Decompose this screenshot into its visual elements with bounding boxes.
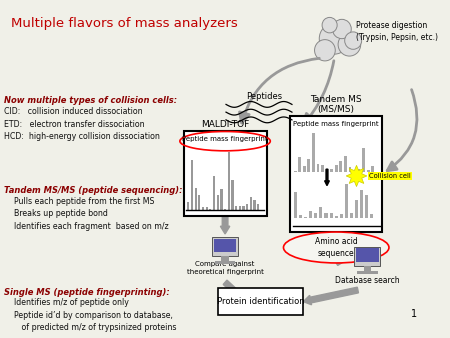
- Bar: [194, 188, 197, 210]
- Bar: [329, 213, 333, 218]
- Bar: [335, 216, 338, 218]
- Bar: [231, 180, 234, 210]
- Bar: [246, 204, 248, 210]
- Text: Pulls each peptide from the first MS
    Breaks up peptide bond
    Identifies e: Pulls each peptide from the first MS Bre…: [4, 197, 169, 231]
- Bar: [206, 207, 208, 210]
- FancyArrow shape: [335, 243, 367, 265]
- Bar: [212, 237, 238, 256]
- Bar: [364, 266, 371, 271]
- Bar: [215, 261, 235, 264]
- Bar: [321, 165, 324, 172]
- Text: Single MS (peptide fingerprinting):: Single MS (peptide fingerprinting):: [4, 288, 170, 296]
- Circle shape: [345, 32, 362, 49]
- FancyArrow shape: [322, 226, 332, 234]
- Bar: [367, 170, 369, 172]
- Bar: [312, 134, 315, 172]
- Bar: [219, 288, 303, 315]
- Bar: [238, 207, 241, 210]
- Circle shape: [333, 19, 351, 39]
- Text: Collision cell: Collision cell: [369, 173, 410, 179]
- Ellipse shape: [284, 232, 389, 263]
- Bar: [326, 171, 328, 172]
- Bar: [214, 239, 236, 252]
- Bar: [243, 207, 245, 210]
- Text: Amino acid
sequence: Amino acid sequence: [315, 237, 358, 258]
- Bar: [330, 169, 333, 172]
- Text: Now multiple types of collision cells:: Now multiple types of collision cells:: [4, 96, 177, 105]
- Bar: [202, 207, 204, 210]
- Bar: [235, 206, 237, 210]
- Bar: [294, 192, 297, 218]
- Bar: [317, 164, 319, 172]
- Bar: [335, 165, 338, 172]
- Bar: [209, 209, 211, 210]
- Bar: [216, 195, 219, 210]
- Circle shape: [322, 17, 337, 33]
- Bar: [324, 213, 328, 218]
- Bar: [345, 184, 348, 218]
- Bar: [371, 166, 374, 172]
- Text: MALDI-TOF: MALDI-TOF: [201, 120, 249, 128]
- Bar: [303, 166, 306, 172]
- FancyArrow shape: [220, 216, 230, 234]
- Bar: [354, 246, 381, 266]
- Bar: [360, 190, 363, 218]
- Circle shape: [315, 40, 335, 61]
- Circle shape: [319, 23, 349, 54]
- Bar: [198, 195, 200, 210]
- Bar: [187, 202, 189, 210]
- Bar: [184, 130, 266, 216]
- Bar: [221, 256, 229, 261]
- Text: Peptide mass fingerprint: Peptide mass fingerprint: [293, 121, 379, 127]
- Bar: [320, 207, 323, 218]
- Bar: [191, 160, 193, 210]
- Bar: [370, 214, 373, 218]
- Bar: [365, 195, 368, 218]
- Text: Identifies m/z of peptide only
    Peptide id’d by comparison to database,
     : Identifies m/z of peptide only Peptide i…: [4, 298, 177, 332]
- Bar: [220, 189, 222, 210]
- Polygon shape: [346, 165, 367, 187]
- Bar: [298, 157, 301, 172]
- FancyArrow shape: [223, 280, 244, 300]
- Bar: [299, 215, 302, 218]
- Bar: [356, 248, 378, 262]
- Text: Multiple flavors of mass analyzers: Multiple flavors of mass analyzers: [11, 17, 238, 30]
- Text: Tandem MS
(MS/MS): Tandem MS (MS/MS): [310, 95, 362, 114]
- Bar: [353, 171, 356, 172]
- Text: Peptides: Peptides: [246, 92, 282, 101]
- Circle shape: [338, 33, 361, 56]
- Bar: [307, 159, 310, 172]
- Bar: [294, 171, 297, 172]
- Text: 1: 1: [411, 309, 417, 319]
- Bar: [357, 271, 378, 273]
- Bar: [340, 214, 343, 218]
- Bar: [358, 169, 360, 172]
- Bar: [339, 161, 342, 172]
- Text: CID:   collision induced dissociation
ETD:   electron transfer dissociation
HCD:: CID: collision induced dissociation ETD:…: [4, 107, 160, 141]
- Text: Peptide mass fingerprint: Peptide mass fingerprint: [182, 136, 268, 142]
- Bar: [253, 200, 256, 210]
- Text: Protein identification: Protein identification: [217, 297, 305, 306]
- Bar: [349, 167, 351, 172]
- FancyArrow shape: [303, 287, 359, 305]
- FancyArrow shape: [324, 169, 329, 186]
- Bar: [290, 116, 382, 232]
- Bar: [350, 213, 353, 218]
- Bar: [344, 155, 346, 172]
- Bar: [257, 204, 259, 210]
- Bar: [355, 200, 358, 218]
- Text: Compare against
theoretical fingerprint: Compare against theoretical fingerprint: [187, 261, 264, 275]
- Text: Protease digestion
(Trypsin, Pepsin, etc.): Protease digestion (Trypsin, Pepsin, etc…: [356, 21, 438, 42]
- Text: Tandem MS/MS (peptide sequencing):: Tandem MS/MS (peptide sequencing):: [4, 186, 183, 195]
- Bar: [309, 212, 312, 218]
- Text: Database search: Database search: [335, 275, 400, 285]
- Bar: [314, 213, 317, 218]
- Bar: [250, 197, 252, 210]
- Bar: [362, 148, 365, 172]
- Bar: [304, 217, 307, 218]
- Bar: [228, 152, 230, 210]
- Bar: [213, 176, 215, 210]
